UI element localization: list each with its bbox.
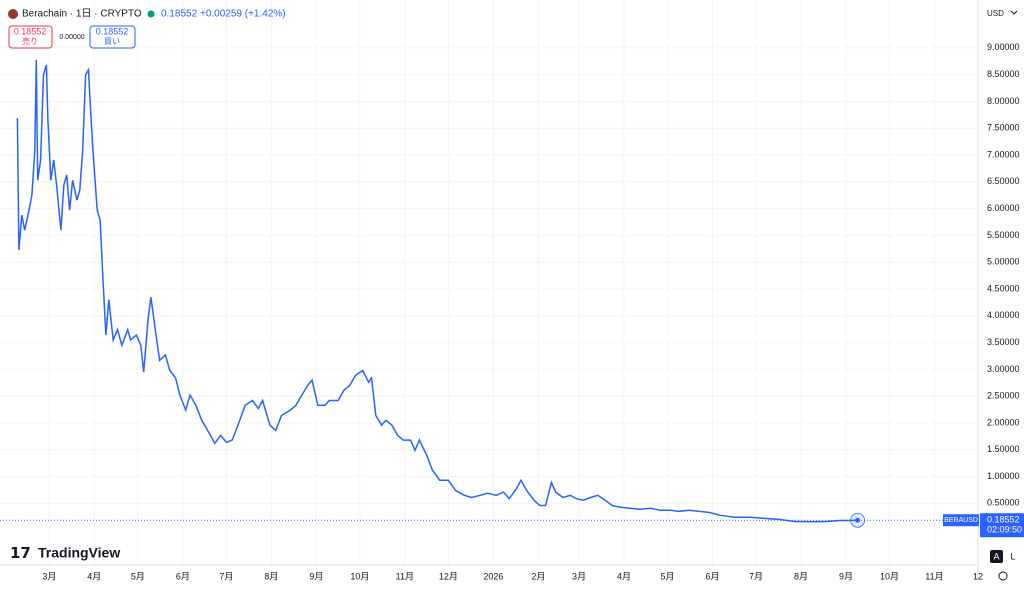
x-tick-label: 2月 <box>531 571 545 581</box>
price: 0.18552 <box>161 9 198 20</box>
x-tick-label: 11月 <box>396 571 414 581</box>
last-point <box>855 517 861 523</box>
x-tick-label: 6月 <box>176 571 190 581</box>
sell-label[interactable]: 売り <box>22 36 38 46</box>
sell-button[interactable] <box>8 25 53 49</box>
logo-mark: 𝟭𝟳 <box>10 545 31 562</box>
y-tick-label: 3.50000 <box>987 337 1020 347</box>
price-badge-label: 0.18552 <box>987 515 1020 525</box>
log-scale-label[interactable]: L <box>1010 551 1015 561</box>
buy-label[interactable]: 買い <box>104 37 120 46</box>
x-tick-label: 4月 <box>87 571 101 581</box>
x-tick-label: 8月 <box>264 571 278 581</box>
symbol: Berachain · 1日 · CRYPTO <box>22 9 142 20</box>
x-tick-label: 5月 <box>131 571 145 581</box>
status-dot <box>147 10 155 18</box>
y-tick-label: 9.00000 <box>987 42 1020 52</box>
y-tick-label: 3.00000 <box>987 364 1020 374</box>
y-tick-label: 7.00000 <box>987 149 1020 159</box>
x-tick-label: 7月 <box>219 571 233 581</box>
x-tick-label: 3月 <box>572 571 586 581</box>
x-tick-label: 4月 <box>617 571 631 581</box>
y-tick-label: 2.50000 <box>987 391 1020 401</box>
sell-price[interactable]: 0.18552 <box>14 26 47 36</box>
y-tick-label: 6.50000 <box>987 176 1020 186</box>
settings-button[interactable] <box>998 571 1008 581</box>
auto-scale-button[interactable] <box>990 550 1003 563</box>
x-tick-label: 2026 <box>483 571 503 581</box>
y-tick-label: 7.50000 <box>987 123 1020 133</box>
x-tick-label: 9月 <box>839 571 853 581</box>
x-tick-label: 5月 <box>660 571 674 581</box>
x-tick-label: 8月 <box>794 571 808 581</box>
currency[interactable]: USD <box>987 9 1004 18</box>
x-tick-label: 3月 <box>42 571 56 581</box>
symbol-icon <box>8 9 18 19</box>
x-tick-label: 10月 <box>880 571 899 581</box>
x-tick-label: 12 <box>973 571 983 581</box>
y-tick-label: 8.00000 <box>987 96 1020 106</box>
currency-chevron[interactable] <box>1010 10 1018 15</box>
y-tick-label: 0.50000 <box>987 498 1020 508</box>
x-tick-label: 10月 <box>350 571 369 581</box>
buy-button[interactable] <box>89 25 136 49</box>
y-tick-label: 8.50000 <box>987 69 1020 79</box>
y-tick-label: 6.00000 <box>987 203 1020 213</box>
spread: 0.00000 <box>59 34 84 41</box>
y-tick-label: 5.50000 <box>987 230 1020 240</box>
symbol-badge <box>943 514 979 527</box>
x-tick-label: 7月 <box>749 571 763 581</box>
change: +0.00259 (+1.42%) <box>200 9 286 20</box>
y-tick-label: 4.50000 <box>987 283 1020 293</box>
x-tick-label: 11月 <box>925 571 943 581</box>
brand: TradingView <box>38 545 120 561</box>
countdown-label: 02:09:50 <box>987 525 1022 535</box>
price-line <box>16 59 858 523</box>
x-tick-label: 9月 <box>309 571 323 581</box>
price-badge <box>980 513 1024 538</box>
y-tick-label: 5.00000 <box>987 257 1020 267</box>
x-tick-label: 12月 <box>439 571 458 581</box>
buy-price[interactable]: 0.18552 <box>96 26 129 36</box>
x-tick-label: 6月 <box>705 571 719 581</box>
y-tick-label: 2.00000 <box>987 417 1020 427</box>
y-tick-label: 1.00000 <box>987 471 1020 481</box>
symbol-badge-label: BERAUSD <box>944 517 978 524</box>
y-tick-label: 1.50000 <box>987 444 1020 454</box>
y-tick-label: 4.00000 <box>987 310 1020 320</box>
auto-scale-label[interactable]: A <box>993 551 999 561</box>
